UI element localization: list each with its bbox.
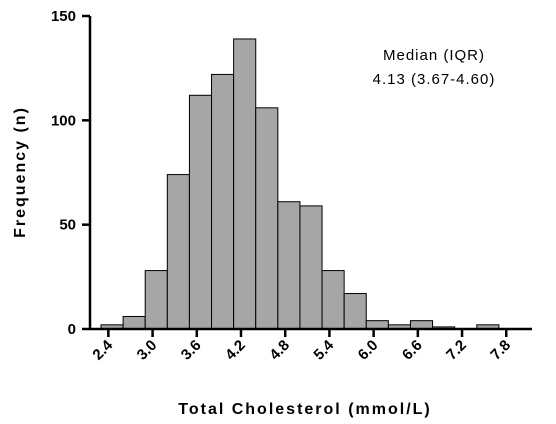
histogram-bar [122,315,146,330]
y-tick-label: 50 [59,217,76,234]
histogram-bar [166,174,190,330]
x-tick-label: 6.0 [355,337,382,364]
y-tick-label: 150 [51,8,76,25]
x-tick-label: 7.2 [443,337,470,364]
histogram-bar [343,293,367,330]
histogram-bar [188,94,213,330]
y-axis-title: Frequency (n) [12,106,29,238]
histogram-bar [255,107,279,330]
x-tick-label: 7.8 [487,337,514,364]
bar-group [100,38,500,330]
x-tick-label: 2.4 [89,336,116,363]
x-tick-label: 4.8 [266,337,293,364]
y-tick-label: 100 [51,112,76,129]
x-tick-label: 5.4 [310,336,337,363]
median-annotation-value: 4.13 (3.67-4.60) [373,71,496,88]
x-axis-title: Total Cholesterol (mmol/L) [178,401,431,418]
histogram-bar [211,73,235,330]
histogram-bar [299,205,323,330]
y-tick-group: 0 50 100 150 [51,8,90,338]
histogram-bar [233,38,257,330]
x-tick-group: 2.4 3.0 3.6 4.2 4.8 5.4 6.0 6.6 7.2 7.8 [89,329,514,364]
histogram-bar [277,201,301,330]
histogram-bar [365,320,389,330]
x-tick-label: 3.6 [178,337,205,364]
median-annotation-title: Median (IQR) [383,47,485,64]
x-tick-label: 3.0 [134,337,161,364]
histogram-bar [144,270,168,330]
x-tick-label: 4.2 [222,337,249,364]
y-tick-label: 0 [68,321,76,338]
histogram-bar [321,270,345,330]
histogram-bar [409,320,434,330]
x-tick-label: 6.6 [399,337,426,364]
